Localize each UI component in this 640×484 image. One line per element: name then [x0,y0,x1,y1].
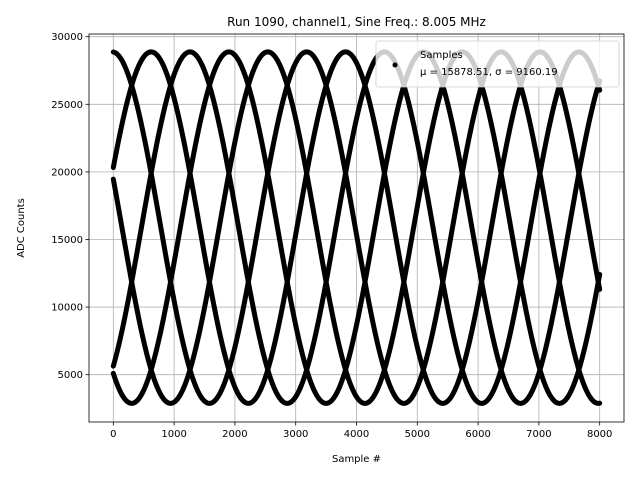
y-tick-label: 5000 [58,370,83,381]
legend-series-name: Samples [420,50,463,61]
y-tick-label: 30000 [51,32,83,43]
x-tick-label: 4000 [344,429,369,440]
x-axis: 0 1000 2000 3000 4000 5000 6000 7000 8000 [110,422,612,440]
x-tick-label: 6000 [465,429,490,440]
x-tick-label: 0 [110,429,116,440]
sample-track-3 [110,49,603,406]
x-tick-label: 2000 [222,429,247,440]
x-tick-label: 1000 [161,429,186,440]
y-tick-label: 25000 [51,100,83,111]
chart-title: Run 1090, channel1, Sine Freq.: 8.005 MH… [227,15,486,29]
x-tick-label: 7000 [526,429,551,440]
x-axis-label: Sample # [332,454,381,465]
x-tick-label: 3000 [283,429,308,440]
x-tick-label: 8000 [587,429,612,440]
y-tick-label: 15000 [51,235,83,246]
sample-track-1 [110,49,603,406]
legend-box [375,40,620,88]
y-tick-label: 20000 [51,167,83,178]
x-tick-label: 5000 [405,429,430,440]
sample-track-4 [110,49,603,406]
y-axis-label: ADC Counts [16,198,27,258]
legend-series-detail: μ = 15878.51, σ = 9160.19 [420,67,558,78]
y-axis: 5000 10000 15000 20000 25000 30000 [51,32,89,381]
legend-marker [392,62,398,68]
y-tick-label: 10000 [51,303,83,314]
sample-track-5 [110,49,603,406]
legend: Samples μ = 15878.51, σ = 9160.19 [375,40,620,88]
